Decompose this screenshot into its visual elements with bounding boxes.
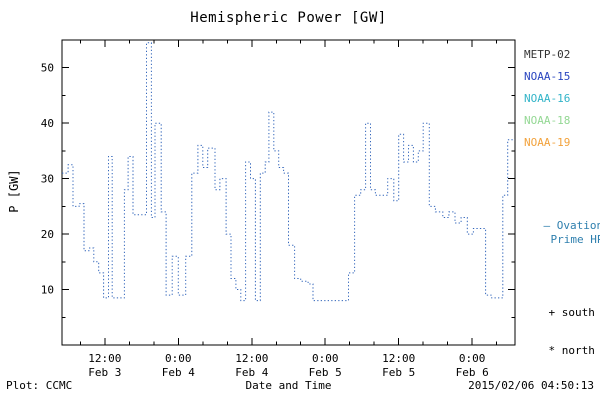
- legend-item-noaa16: NOAA-16: [524, 92, 571, 105]
- y-tick-label: 20: [41, 228, 54, 241]
- x-tick-date-label: Feb 5: [309, 366, 342, 379]
- legend-item-noaa18: NOAA-18: [524, 114, 571, 127]
- legend-item-noaa19: NOAA-19: [524, 136, 571, 149]
- y-tick-label: 30: [41, 173, 54, 186]
- x-tick-date-label: Feb 4: [162, 366, 195, 379]
- legend-ovation-line2: Prime HPI: [524, 220, 600, 259]
- ovation-label-1: Ovation: [556, 219, 600, 232]
- legend-ovation-line1: — Ovation: [517, 206, 600, 245]
- y-tick-label: 10: [41, 284, 54, 297]
- y-tick-label: 40: [41, 117, 54, 130]
- x-tick-date-label: Feb 5: [382, 366, 415, 379]
- y-tick-label: 50: [41, 62, 54, 75]
- axes-frame: [61, 39, 516, 346]
- south-label: south: [561, 306, 595, 319]
- legend-north-marker: * north: [522, 331, 595, 370]
- x-tick-date-label: Feb 3: [88, 366, 121, 379]
- ovation-label-2: Prime HPI: [550, 233, 600, 246]
- y-axis-label: P [GW]: [7, 169, 21, 213]
- x-tick-time-label: 12:00: [382, 352, 415, 365]
- x-tick-time-label: 12:00: [88, 352, 121, 365]
- x-tick-time-label: 12:00: [235, 352, 268, 365]
- page-title: Hemispheric Power [GW]: [190, 10, 387, 26]
- timestamp: 2015/02/06 04:50:13: [468, 379, 594, 392]
- legend-item-metp02: METP-02: [524, 48, 571, 61]
- asterisk-icon: *: [548, 344, 556, 357]
- legend-item-noaa15: NOAA-15: [524, 70, 571, 83]
- x-tick-date-label: Feb 4: [235, 366, 268, 379]
- legend-south-marker: + south: [522, 293, 595, 332]
- hpi-step-line: [62, 42, 515, 302]
- x-tick-time-label: 0:00: [459, 352, 486, 365]
- x-tick-date-label: Feb 6: [456, 366, 489, 379]
- line-sample-icon: —: [543, 219, 551, 232]
- north-label: north: [561, 344, 595, 357]
- plus-icon: +: [548, 306, 556, 319]
- x-tick-time-label: 0:00: [312, 352, 339, 365]
- x-axis-label: Date and Time: [245, 379, 332, 392]
- plot-credit: Plot: CCMC: [6, 379, 73, 392]
- x-tick-time-label: 0:00: [165, 352, 192, 365]
